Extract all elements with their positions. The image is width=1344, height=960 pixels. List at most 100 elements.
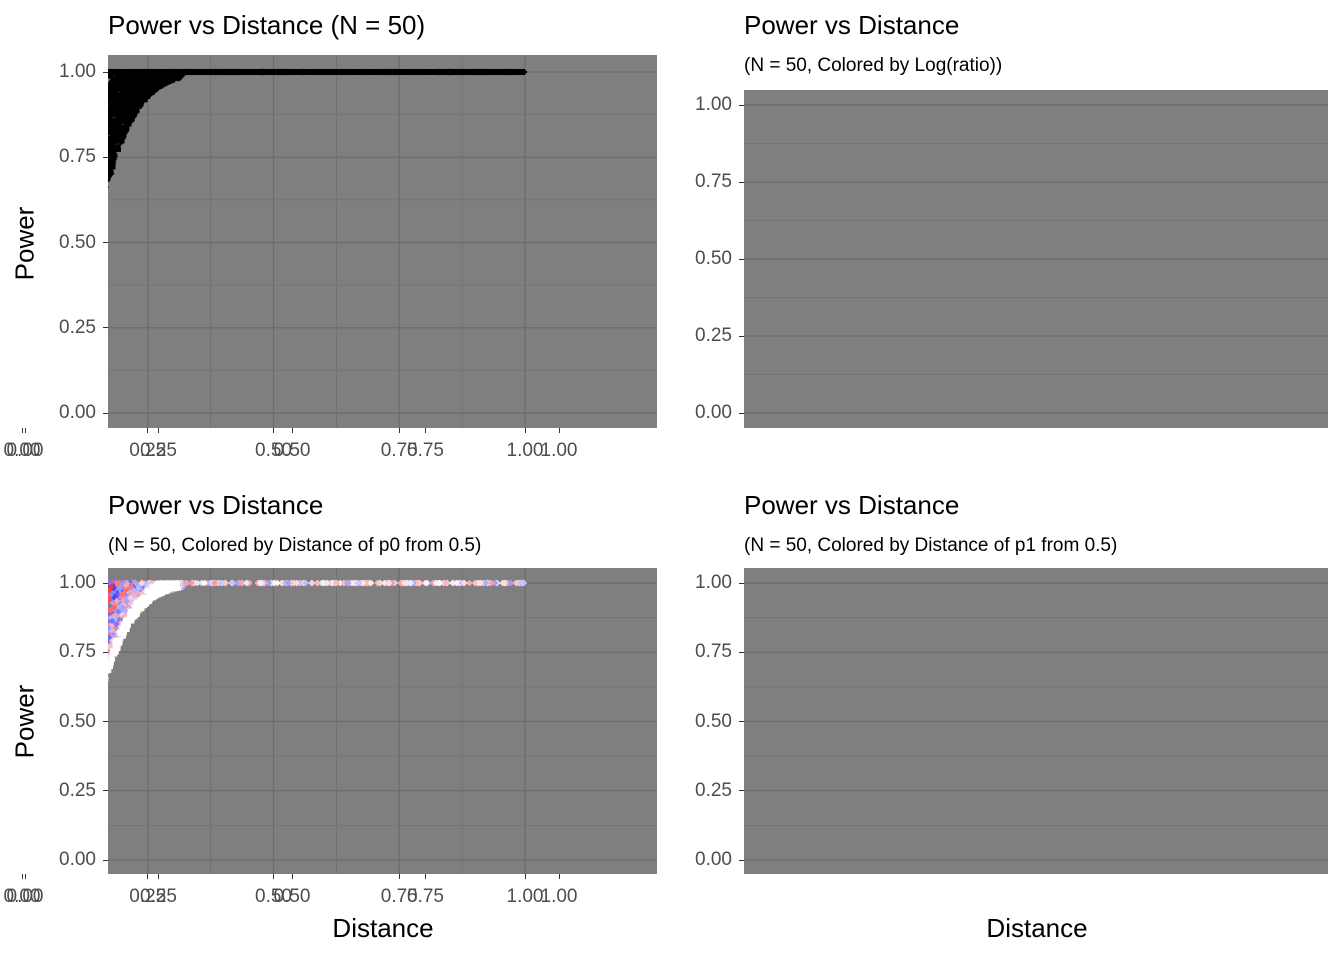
data-point: [108, 175, 111, 181]
data-point: [127, 109, 132, 114]
data-point: [149, 74, 154, 80]
data-points: [108, 68, 528, 191]
data-point: [114, 125, 119, 131]
data-point: [108, 103, 114, 109]
data-point: [125, 100, 130, 105]
data-point: [128, 79, 133, 84]
data-point: [122, 77, 128, 83]
data-point: [111, 108, 117, 114]
data-point: [109, 140, 114, 146]
data-point: [126, 106, 131, 111]
chart-title: Power vs Distance (N = 50): [108, 10, 426, 40]
data-point: [108, 140, 112, 146]
data-point: [119, 117, 124, 123]
data-point: [118, 109, 123, 115]
data-point: [115, 103, 121, 109]
data-point: [110, 158, 115, 164]
data-point: [123, 124, 128, 130]
data-point: [154, 86, 159, 91]
chart-subtitle: (N = 50, Colored by Log(ratio)): [744, 55, 1003, 76]
data-point: [112, 153, 118, 158]
data-point: [120, 93, 126, 99]
data-point: [125, 90, 131, 96]
data-point: [120, 97, 126, 102]
data-point: [108, 143, 111, 149]
data-point: [110, 76, 116, 82]
data-point: [131, 108, 136, 113]
data-point: [116, 72, 121, 78]
data-point: [122, 129, 128, 134]
data-point: [109, 138, 115, 143]
data-point: [121, 85, 127, 90]
data-point: [119, 136, 125, 141]
data-point: [108, 86, 110, 92]
data-point: [132, 77, 138, 83]
data-point: [113, 134, 118, 139]
data-point: [117, 86, 122, 91]
data-point: [146, 90, 151, 96]
data-point: [111, 130, 116, 135]
data-point: [115, 115, 121, 121]
data-point: [157, 80, 163, 86]
data-point: [112, 84, 118, 90]
data-point: [150, 79, 156, 84]
data-point: [125, 79, 130, 85]
data-point: [121, 91, 127, 96]
data-point: [110, 112, 115, 118]
data-point: [166, 75, 171, 81]
data-point: [115, 144, 121, 149]
data-point: [127, 111, 133, 117]
data-point: [112, 117, 118, 123]
data-point: [123, 107, 128, 113]
data-point: [143, 97, 148, 102]
data-point: [115, 121, 120, 127]
data-point: [145, 94, 151, 100]
data-point: [110, 134, 116, 140]
data-point: [109, 144, 115, 149]
data-point: [114, 106, 120, 112]
data-point: [136, 101, 141, 107]
data-point: [153, 81, 158, 87]
data-point: [108, 87, 113, 93]
data-point: [108, 109, 109, 114]
data-point: [109, 170, 114, 175]
data-point: [127, 117, 132, 123]
data-point: [126, 122, 132, 127]
data-point: [148, 86, 153, 91]
data-point: [108, 73, 110, 79]
data-point: [110, 164, 116, 170]
scatter-plot: [108, 55, 657, 428]
data-point: [114, 75, 120, 81]
data-point: [114, 137, 119, 142]
data-point: [129, 92, 135, 98]
data-point: [132, 91, 138, 96]
data-point: [108, 164, 113, 170]
data-point: [130, 111, 135, 117]
data-point: [130, 82, 136, 88]
data-point: [129, 95, 135, 100]
data-point: [161, 79, 167, 84]
scatter-plot: [744, 104, 1328, 414]
data-point: [135, 88, 141, 94]
data-point: [112, 80, 118, 86]
data-point: [138, 99, 144, 104]
data-point: [130, 105, 136, 111]
data-point: [121, 132, 127, 138]
data-point: [109, 83, 115, 89]
data-point: [108, 184, 110, 191]
data-point: [117, 129, 123, 135]
data-point: [156, 83, 161, 88]
data-point: [116, 147, 121, 152]
data-point: [153, 75, 159, 80]
data-point: [132, 100, 138, 106]
data-point: [148, 79, 153, 85]
plateau-line: [108, 69, 526, 75]
chart-title: Power vs Distance: [744, 10, 960, 40]
data-point: [144, 79, 149, 85]
data-point: [141, 80, 147, 86]
data-point: [120, 103, 126, 109]
data-point: [108, 157, 112, 163]
data-point: [119, 107, 125, 112]
data-point: [138, 86, 144, 92]
plot-area: [108, 55, 657, 428]
